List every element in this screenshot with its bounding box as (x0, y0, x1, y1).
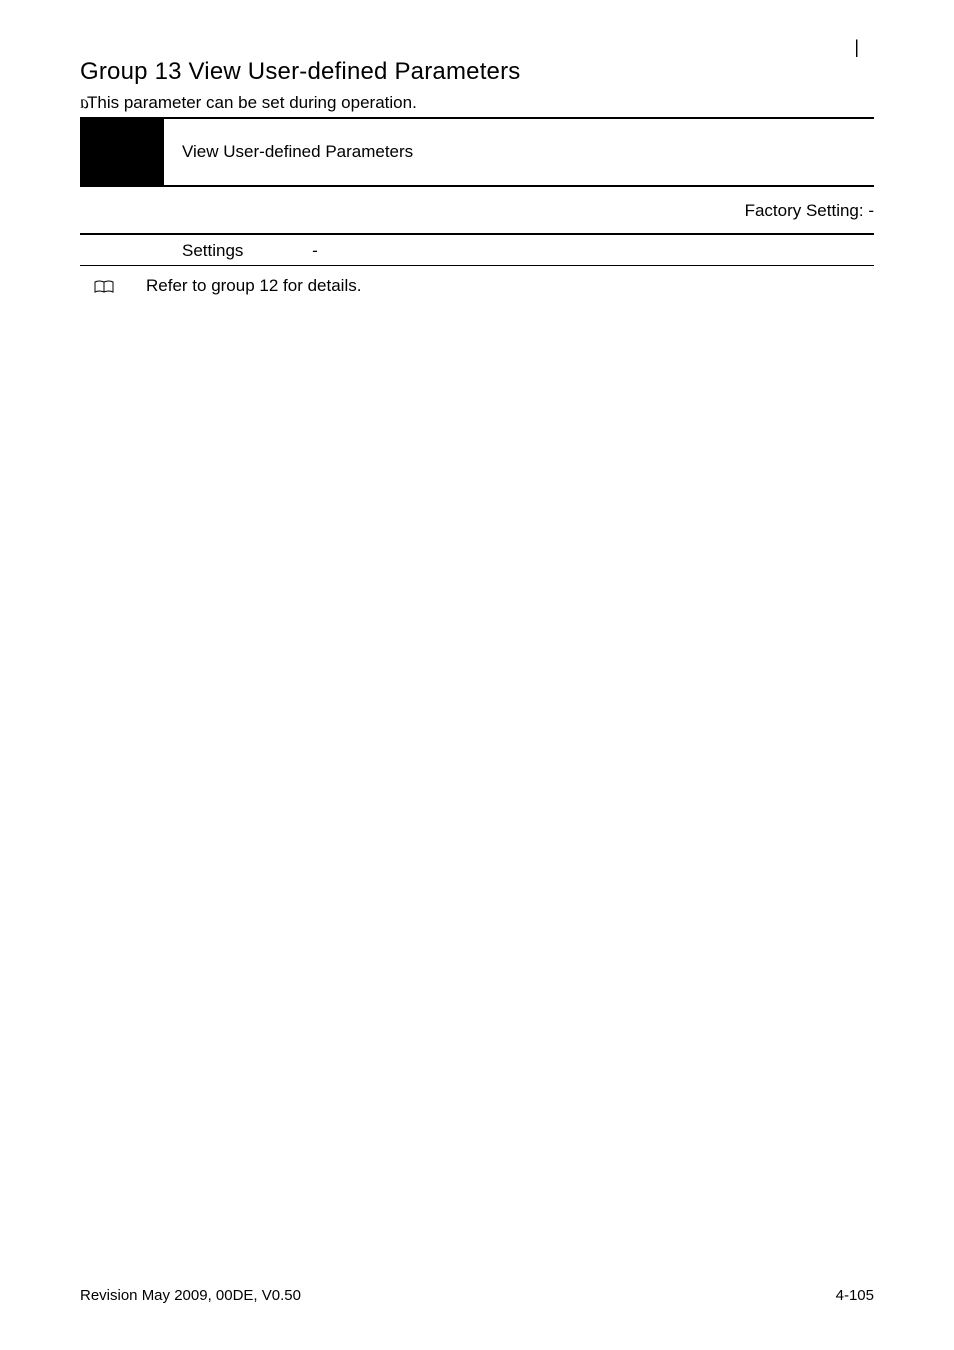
settings-row: Settings - (80, 235, 874, 266)
parameter-code-box (80, 119, 164, 185)
page-footer: Revision May 2009, 00DE, V0.50 4-105 (80, 1287, 874, 1304)
detail-text: Refer to group 12 for details. (146, 276, 361, 296)
settings-value: - (312, 241, 318, 261)
group-heading: Group 13 View User-defined Parameters (80, 58, 874, 86)
factory-setting: Factory Setting: - (80, 187, 874, 235)
revision-bar: | (854, 37, 859, 58)
parameter-title: View User-defined Parameters (164, 119, 413, 185)
settings-label: Settings (182, 241, 243, 260)
parameter-header-bar: View User-defined Parameters (80, 117, 874, 187)
book-icon (94, 279, 114, 293)
footer-revision: Revision May 2009, 00DE, V0.50 (80, 1287, 301, 1304)
page: | Group 13 View User-defined Parameters … (0, 0, 954, 1350)
settable-note: aThis parameter can be set during operat… (80, 92, 874, 113)
detail-row: Refer to group 12 for details. (80, 266, 874, 296)
settable-note-text: This parameter can be set during operati… (87, 93, 417, 112)
footer-page-number: 4-105 (836, 1287, 874, 1304)
